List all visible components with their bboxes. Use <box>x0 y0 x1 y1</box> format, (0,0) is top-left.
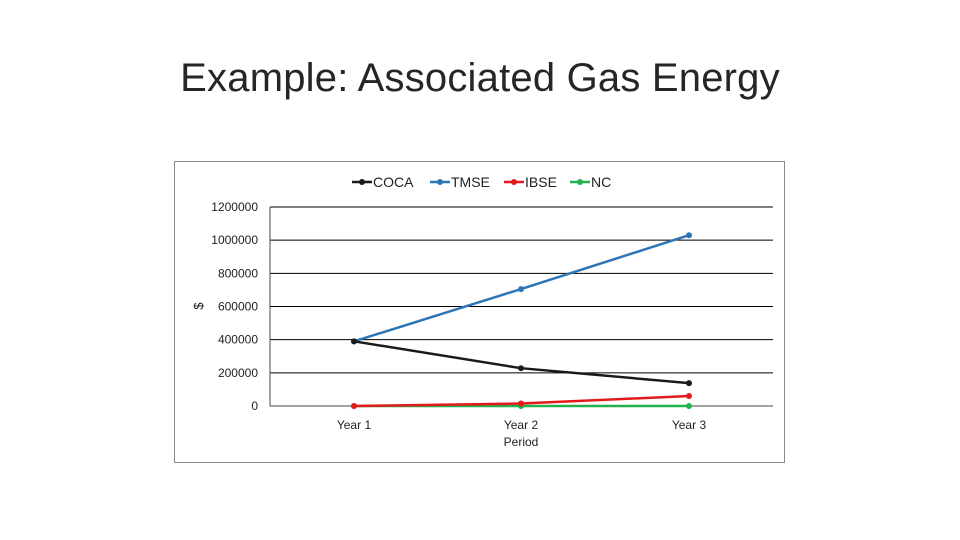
legend-marker-coca <box>359 179 365 185</box>
y-tick-label: 400000 <box>218 333 258 347</box>
y-tick-label: 800000 <box>218 266 258 280</box>
legend-item-tmse: TMSE <box>430 174 490 190</box>
chart-frame <box>174 161 785 463</box>
legend-marker-nc <box>577 179 583 185</box>
slide-title: Example: Associated Gas Energy <box>180 56 780 100</box>
series-lines <box>351 232 692 409</box>
y-tick-label: 1200000 <box>211 200 258 214</box>
x-tick-label: Year 2 <box>504 418 539 432</box>
y-tick-label: 1000000 <box>211 233 258 247</box>
series-line-coca <box>353 340 690 385</box>
legend-label-nc: NC <box>591 174 611 190</box>
series-tmse <box>351 232 692 345</box>
series-ibse <box>351 393 692 409</box>
legend-marker-ibse <box>511 179 517 185</box>
y-tick-label: 600000 <box>218 300 258 314</box>
series-coca <box>351 338 692 387</box>
data-point-ibse <box>686 393 692 400</box>
x-tick-label: Year 1 <box>337 418 372 432</box>
legend-item-ibse: IBSE <box>504 174 557 190</box>
legend: COCA TMSE IBSE NC <box>352 174 611 190</box>
y-tick-label: 200000 <box>218 366 258 380</box>
data-point-nc <box>686 403 692 409</box>
legend-label-ibse: IBSE <box>525 174 557 190</box>
legend-item-coca: COCA <box>352 174 414 190</box>
x-tick-labels: Year 1 Year 2 Year 3 <box>337 418 707 432</box>
x-tick-label: Year 3 <box>672 418 707 432</box>
legend-label-coca: COCA <box>373 174 414 190</box>
y-tick-label: 0 <box>251 399 258 413</box>
legend-label-tmse: TMSE <box>451 174 490 190</box>
y-tick-labels: 0 200000 400000 600000 800000 1000000 1200000 <box>211 200 258 413</box>
x-axis-label: Period <box>504 435 539 449</box>
data-point-tmse <box>518 286 524 293</box>
data-point-ibse <box>518 400 524 407</box>
data-point-coca <box>518 365 524 372</box>
data-point-ibse <box>351 403 357 409</box>
data-point-coca <box>351 338 357 345</box>
legend-marker-tmse <box>437 179 443 185</box>
y-axis-label: $ <box>191 302 206 310</box>
data-point-tmse <box>686 232 692 239</box>
legend-item-nc: NC <box>570 174 611 190</box>
data-point-coca <box>686 380 692 387</box>
